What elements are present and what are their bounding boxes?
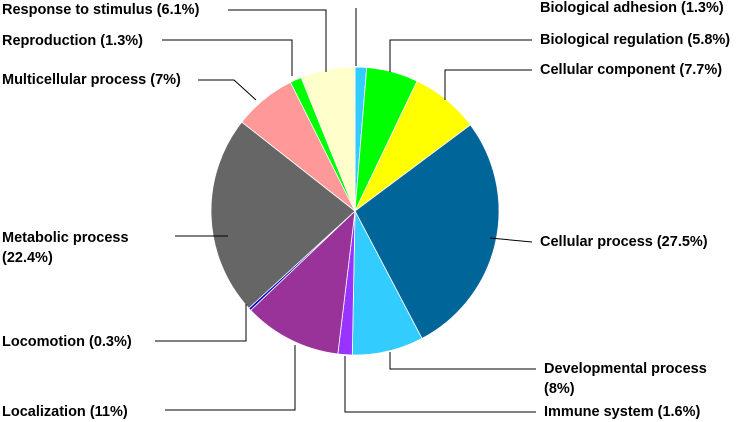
slice-label-metabolic: Metabolic process (22.4%) — [2, 230, 129, 266]
pie-slice-response-stimulus — [300, 66, 356, 212]
slice-label-localization: Localization (11%) — [2, 404, 128, 420]
slice-label-developmental: Developmental process (8%) — [544, 361, 707, 397]
slice-label-response-stimulus: Response to stimulus (6.1%) — [2, 2, 200, 18]
pie-slice-metabolic — [210, 121, 356, 309]
pie-slice-cellular-process — [354, 124, 500, 340]
slice-label-locomotion: Locomotion (0.3%) — [2, 334, 132, 350]
leader-line-cellular-process — [489, 237, 533, 243]
leader-line-localization — [165, 345, 296, 411]
leader-line-locomotion — [155, 304, 247, 342]
leader-line-bio-regulation — [389, 39, 532, 72]
pie-slice-localization — [250, 209, 356, 355]
slice-label-immune-system: Immune system (1.6%) — [544, 404, 701, 420]
leader-line-reproduction — [162, 39, 293, 76]
slice-label-cellular-component: Cellular component (7.7%) — [540, 62, 722, 78]
leader-line-cellular-component — [444, 69, 532, 100]
slice-label-cellular-process: Cellular process (27.5%) — [540, 234, 708, 250]
slice-label-bio-adhesion: Biological adhesion (1.3%) — [540, 0, 724, 16]
leader-line-multicellular — [198, 79, 257, 101]
slice-labels: Biological adhesion (1.3%) Biological reg… — [2, 0, 730, 420]
slice-label-bio-regulation: Biological regulation (5.8%) — [540, 32, 730, 48]
leader-lines — [155, 8, 536, 413]
pie-slices — [210, 66, 500, 356]
leader-line-immune-system — [344, 356, 536, 413]
leader-line-developmental — [389, 352, 536, 370]
slice-label-multicellular: Multicellular process (7%) — [2, 72, 181, 88]
leader-line-response-stimulus — [228, 9, 327, 72]
slice-label-reproduction: Reproduction (1.3%) — [2, 33, 143, 49]
